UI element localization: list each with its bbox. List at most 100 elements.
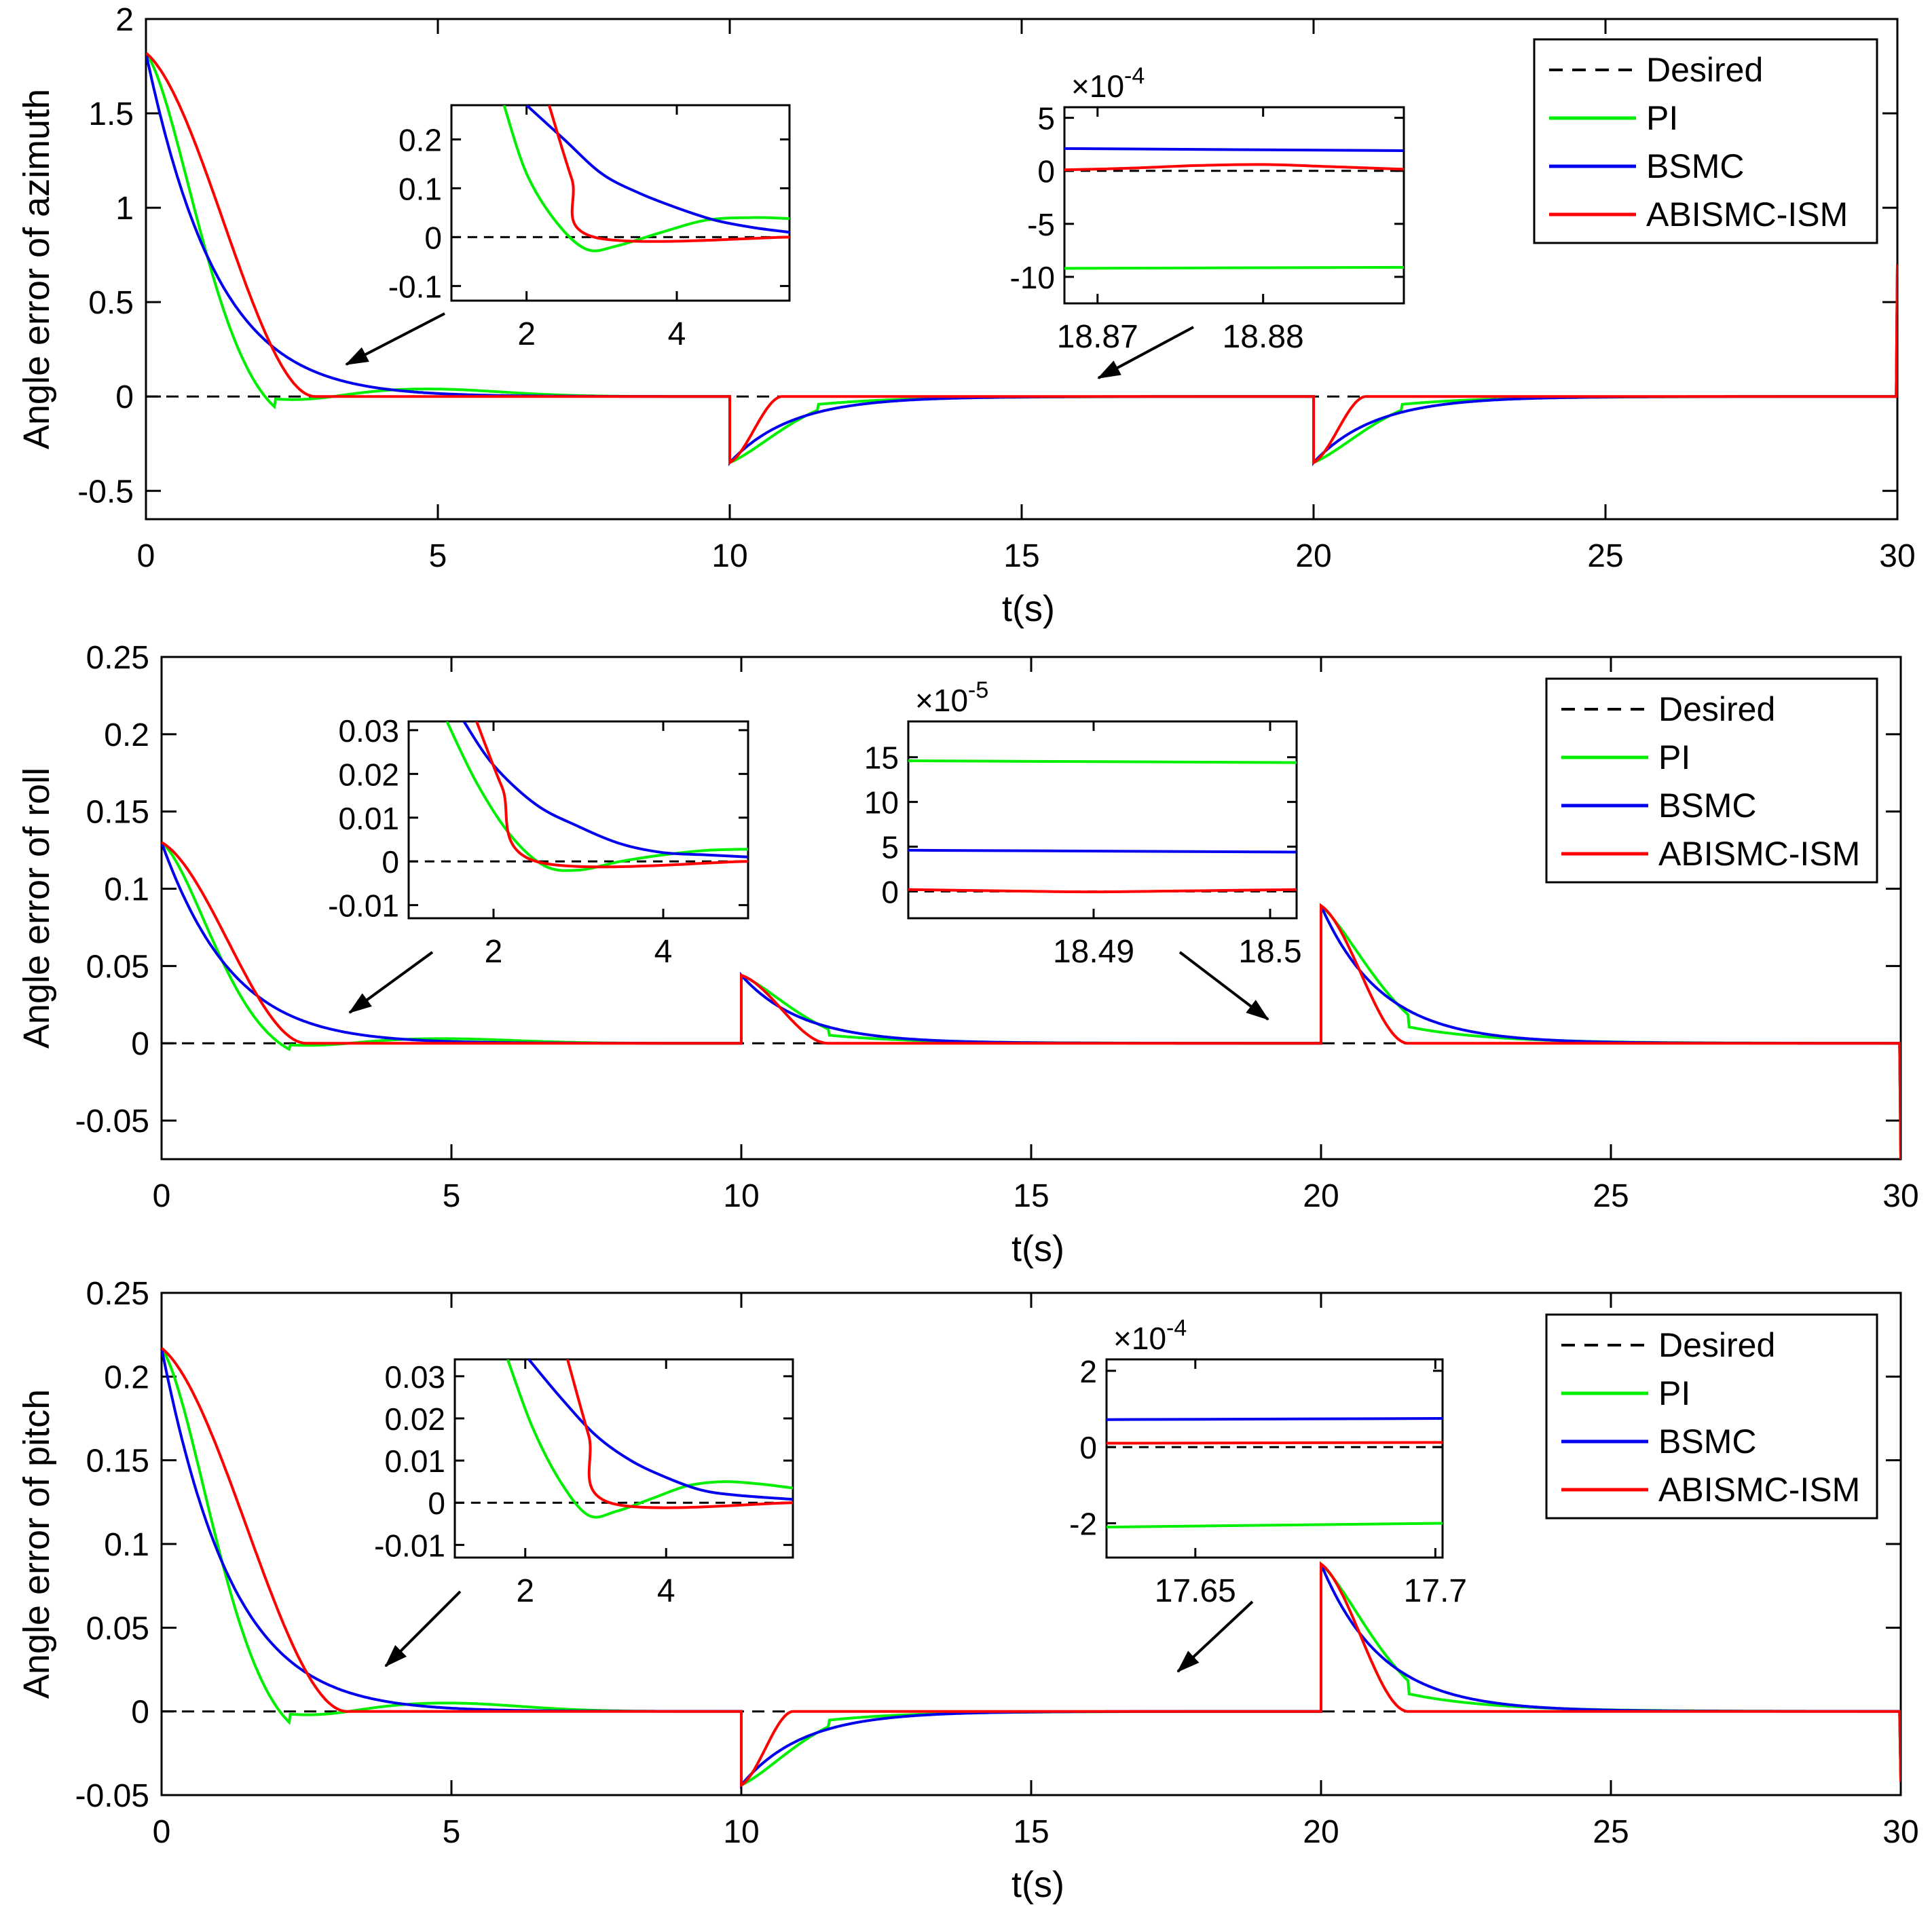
legend-label: BSMC bbox=[1646, 147, 1744, 185]
inset-series-line-abismc-ism bbox=[566, 1359, 793, 1509]
inset-curves bbox=[1107, 1417, 1443, 1529]
x-tick-label: 10 bbox=[723, 1814, 759, 1850]
y-tick-label: 0 bbox=[131, 1026, 149, 1062]
inset-curves bbox=[451, 105, 789, 252]
legend-label: ABISMC-ISM bbox=[1646, 195, 1848, 233]
x-tick-label: 25 bbox=[1593, 1814, 1629, 1850]
x-tick-label: 5 bbox=[443, 1814, 461, 1850]
inset-series-line-abismc-ism bbox=[1064, 163, 1404, 172]
inset-2: 18.87 18.88 -10 -5 0 5 ×10-4 bbox=[1010, 63, 1405, 355]
x-tick-label: 20 bbox=[1303, 1178, 1339, 1214]
inset-series-line-pi bbox=[445, 721, 748, 872]
x-tick-label: 15 bbox=[1013, 1178, 1049, 1214]
legend-box bbox=[1545, 1313, 1878, 1520]
legend-label: Desired bbox=[1658, 1326, 1775, 1364]
y-tick-label: 0.2 bbox=[104, 717, 149, 753]
inset-y-tick-label: 0 bbox=[881, 874, 899, 909]
series-line-abismc-ism bbox=[162, 841, 1901, 1159]
legend: Desired PI BSMC ABISMC-ISM bbox=[1533, 38, 1878, 244]
y-tick-label: 0.25 bbox=[86, 640, 149, 676]
inset-series-line-bsmc bbox=[527, 1359, 793, 1501]
x-tick-label: 30 bbox=[1879, 538, 1915, 574]
inset-series-line-bsmc bbox=[525, 105, 789, 234]
y-tick-label: 0.5 bbox=[88, 285, 134, 321]
y-tick-label: 0 bbox=[115, 379, 134, 415]
inset-box bbox=[1063, 106, 1405, 305]
inset-y-tick-label: -5 bbox=[1027, 207, 1055, 242]
x-tick-label: 15 bbox=[1013, 1814, 1049, 1850]
inset-curves bbox=[908, 759, 1297, 894]
zoom-arrow bbox=[1097, 326, 1194, 379]
inset-y-tick-label: -0.01 bbox=[328, 888, 399, 924]
inset-y-tick-label: 0.01 bbox=[384, 1444, 445, 1479]
y-tick-label: 0.1 bbox=[104, 1527, 149, 1563]
curves bbox=[162, 1346, 1901, 1789]
legend-label: ABISMC-ISM bbox=[1658, 835, 1860, 873]
inset-x-tick-label: 2 bbox=[485, 934, 503, 970]
panel-azimuth: 0 5 10 15 20 25 30-0.500.511.52t(s)Angle error… bbox=[16, 2, 1916, 629]
curves bbox=[146, 52, 1897, 466]
inset-series-line-pi bbox=[1107, 1522, 1443, 1529]
curves bbox=[162, 841, 1901, 1159]
panel-pitch: 0 5 10 15 20 25 30-0.0500.050.10.150.20.25t(s)… bbox=[16, 1276, 1919, 1905]
x-tick-label: 5 bbox=[429, 538, 447, 574]
inset-series-line-pi bbox=[1064, 265, 1404, 270]
y-tick-label: 0.2 bbox=[104, 1359, 149, 1395]
zoom-arrow bbox=[1176, 1600, 1254, 1673]
inset-y-tick-label: -2 bbox=[1069, 1506, 1097, 1541]
inset-y-tick-label: 2 bbox=[1079, 1354, 1097, 1389]
legend: Desired PI BSMC ABISMC-ISM bbox=[1545, 677, 1878, 884]
inset-y-tick-label: 0.1 bbox=[398, 171, 442, 206]
legend-label: PI bbox=[1646, 99, 1678, 137]
x-tick-label: 0 bbox=[137, 538, 155, 574]
legend-box bbox=[1545, 677, 1878, 884]
x-tick-label: 10 bbox=[711, 538, 747, 574]
inset-x-tick-label: 17.65 bbox=[1155, 1573, 1236, 1609]
inset-y-tick-label: 5 bbox=[881, 830, 899, 865]
inset-series-line-pi bbox=[502, 105, 789, 252]
inset-y-tick-label: 0 bbox=[382, 844, 399, 880]
zoom-arrow bbox=[384, 1590, 462, 1667]
x-tick-label: 20 bbox=[1303, 1814, 1339, 1850]
y-tick-label: 0.25 bbox=[86, 1276, 149, 1312]
inset-y-tick-label: 0 bbox=[1079, 1430, 1097, 1465]
x-axis-label: t(s) bbox=[1011, 1228, 1064, 1269]
inset-multiplier-exponent: -5 bbox=[968, 677, 988, 703]
inset-y-tick-label: 0.02 bbox=[338, 757, 399, 792]
inset-y-tick-label: 0.2 bbox=[398, 122, 442, 157]
inset-x-tick-label: 2 bbox=[516, 1573, 534, 1609]
inset-1: 2 4 -0.01 0 0.01 0.02 0.03 bbox=[374, 1358, 794, 1609]
inset-x-tick-label: 4 bbox=[668, 316, 686, 352]
y-tick-label: -0.05 bbox=[75, 1104, 149, 1139]
inset-series-line-abismc-ism bbox=[475, 721, 748, 869]
legend-label: Desired bbox=[1646, 51, 1763, 89]
inset-y-tick-label: 0 bbox=[1037, 154, 1055, 189]
inset-multiplier: ×10-4 bbox=[1071, 63, 1145, 104]
inset-box bbox=[453, 1358, 794, 1559]
y-tick-label: 0.05 bbox=[86, 949, 149, 985]
y-tick-label: 0.1 bbox=[104, 872, 149, 908]
legend: Desired PI BSMC ABISMC-ISM bbox=[1545, 1313, 1878, 1520]
inset-series-line-abismc-ism bbox=[547, 105, 789, 243]
legend-box bbox=[1533, 38, 1878, 244]
panel-roll: 0 5 10 15 20 25 30-0.0500.050.10.150.20.25t(s)… bbox=[16, 640, 1919, 1269]
inset-y-tick-label: 0 bbox=[428, 1486, 445, 1521]
y-tick-label: 1 bbox=[115, 191, 134, 227]
inset-2: 18.49 18.5 0 5 10 15 ×10-5 bbox=[864, 677, 1302, 970]
inset-box bbox=[407, 720, 749, 920]
x-axis-label: t(s) bbox=[1011, 1864, 1064, 1905]
inset-y-tick-label: 10 bbox=[864, 785, 899, 821]
inset-x-tick-label: 17.7 bbox=[1404, 1573, 1467, 1609]
inset-1: 2 4 -0.01 0 0.01 0.02 0.03 bbox=[328, 713, 749, 970]
inset-y-tick-label: 0.01 bbox=[338, 801, 399, 836]
x-tick-label: 25 bbox=[1593, 1178, 1629, 1214]
inset-x-tick-label: 4 bbox=[654, 934, 673, 970]
inset-series-line-bsmc bbox=[1064, 147, 1404, 152]
x-tick-label: 0 bbox=[153, 1178, 171, 1214]
x-tick-label: 0 bbox=[153, 1814, 171, 1850]
y-axis-label: Angle error of roll bbox=[16, 768, 57, 1049]
inset-multiplier: ×10-5 bbox=[915, 677, 988, 718]
inset-x-tick-label: 2 bbox=[517, 316, 536, 352]
inset-series-line-bsmc bbox=[908, 848, 1297, 854]
